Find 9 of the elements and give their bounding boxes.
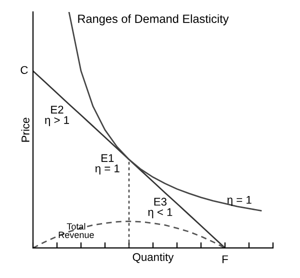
x-axis-title: Quantity	[132, 252, 174, 264]
annotation: E3 η < 1	[148, 198, 172, 218]
text: C	[20, 66, 28, 74]
annotation: E2 η > 1	[45, 106, 69, 126]
y-axis-title: Price	[21, 118, 30, 142]
chart-title: Ranges of Demand Elasticity	[78, 14, 229, 26]
text: F	[222, 255, 228, 264]
annotation: E1 η = 1	[95, 154, 120, 175]
annotation: Total Revenue	[58, 223, 94, 238]
